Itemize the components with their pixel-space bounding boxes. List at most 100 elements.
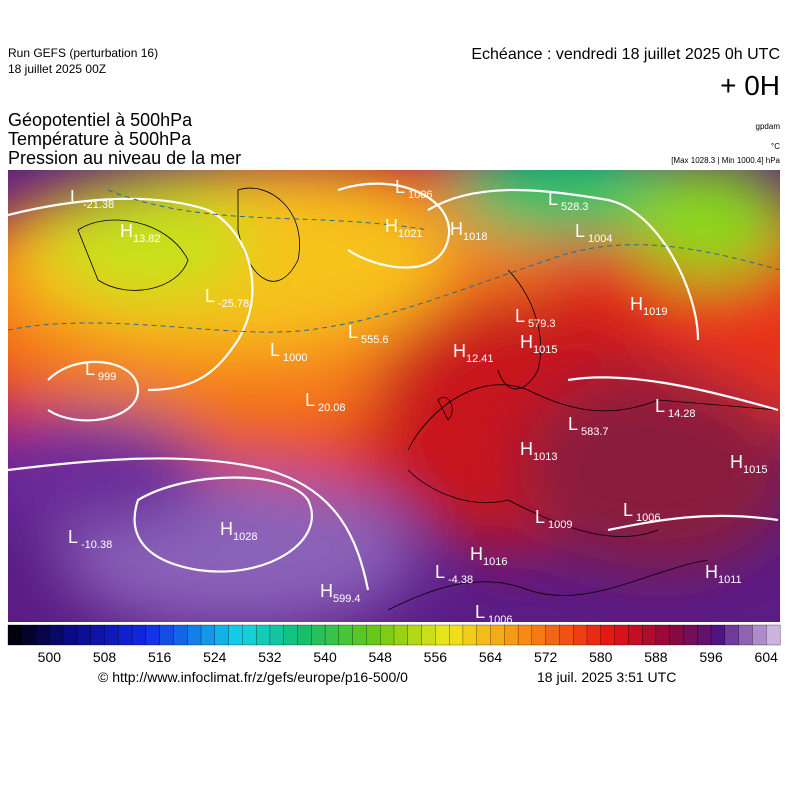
pressure-symbol: L xyxy=(70,187,80,207)
colorbar-cell xyxy=(655,624,671,646)
colorbar-tick-label: 548 xyxy=(369,649,393,665)
pressure-value: 13.82 xyxy=(133,233,161,245)
pressure-symbol: H xyxy=(120,221,133,241)
unit: [Max 1028.3 | Min 1000.4] hPa xyxy=(671,156,780,165)
colorbar-cell xyxy=(269,624,285,646)
colorbar-cell xyxy=(448,624,464,646)
title: Pression au niveau de la mer xyxy=(8,148,242,168)
pressure-symbol: L xyxy=(68,527,78,547)
pressure-symbol: L xyxy=(655,396,665,416)
colorbar-cell xyxy=(228,624,243,646)
colorbar-cell xyxy=(628,624,643,646)
colorbar-cell xyxy=(600,624,616,646)
pressure-symbol: H xyxy=(453,341,466,361)
pressure-symbol: L xyxy=(623,500,633,520)
colorbar-cell xyxy=(214,624,230,646)
colorbar-cell xyxy=(200,624,216,646)
pressure-value: 1018 xyxy=(463,231,487,243)
pressure-symbol: H xyxy=(470,544,483,564)
pressure-symbol: L xyxy=(85,359,95,379)
colorbar-cell xyxy=(366,624,381,646)
pressure-symbol: H xyxy=(450,219,463,239)
forecast-time: Echéance : vendredi 18 juillet 2025 0h U… xyxy=(471,46,780,63)
colorbar-cell xyxy=(683,624,698,646)
colorbar-cell xyxy=(21,624,37,646)
pressure-symbol: H xyxy=(630,294,643,314)
pressure-symbol: H xyxy=(220,519,233,539)
colorbar-cell xyxy=(738,624,753,646)
colorbar-cell xyxy=(242,624,257,646)
colorbar-cell xyxy=(90,624,105,646)
colorbar-cells xyxy=(7,624,781,646)
field xyxy=(8,170,780,622)
pressure-symbol: H xyxy=(520,332,533,352)
colorbar-cell xyxy=(76,624,92,646)
unit: gpdam xyxy=(755,122,780,131)
pressure-value: 1019 xyxy=(643,306,667,318)
colorbar-cell xyxy=(118,624,133,646)
pressure-value: 583.7 xyxy=(581,426,609,438)
pressure-value: 1015 xyxy=(533,344,557,356)
colorbar-cell xyxy=(614,624,629,646)
colorbar-cell xyxy=(131,624,147,646)
pressure-symbol: L xyxy=(475,602,485,622)
colorbar-tick-label: 580 xyxy=(589,649,613,665)
colorbar-ticks: 500 508 516 524 532 540 548 556 564 572 580 588 596 6… xyxy=(38,649,778,665)
pressure-symbol: H xyxy=(730,452,743,472)
pressure-value: 20.08 xyxy=(318,402,346,414)
colorbar-tick-label: 508 xyxy=(93,649,117,665)
pressure-symbol: L xyxy=(395,177,405,197)
generated: 18 juil. 2025 3:51 UTC xyxy=(537,669,677,685)
colorbar-tick-label: 604 xyxy=(755,649,779,665)
colorbar-cell xyxy=(559,624,574,646)
title: Géopotentiel à 500hPa xyxy=(8,110,193,130)
pressure-value: 1004 xyxy=(588,233,612,245)
colorbar-cell xyxy=(462,624,478,646)
colorbar-cell xyxy=(435,624,450,646)
pressure-symbol: H xyxy=(705,562,718,582)
pressure-value: 1016 xyxy=(483,556,507,568)
isotherms xyxy=(8,189,780,333)
pressure-value: 1011 xyxy=(718,574,742,586)
colorbar-tick-label: 524 xyxy=(203,649,227,665)
colorbar-cell xyxy=(421,624,436,646)
pressure-value: -10.38 xyxy=(81,539,112,551)
pressure-value: 1013 xyxy=(533,451,557,463)
pressure-value: -4.38 xyxy=(448,574,473,586)
colorbar-cell xyxy=(407,624,423,646)
pressure-symbol: H xyxy=(320,581,333,601)
colorbar-tick-label: 564 xyxy=(479,649,503,665)
colorbar-tick-label: 572 xyxy=(534,649,558,665)
pressure-symbol: L xyxy=(305,390,315,410)
colorbar-tick-label: 588 xyxy=(644,649,668,665)
isobars xyxy=(8,182,779,591)
colorbar-tick-label: 516 xyxy=(148,649,172,665)
run-label: Run GEFS (perturbation 16) xyxy=(8,46,159,60)
unit: °C xyxy=(771,142,780,151)
title: Température à 500hPa xyxy=(8,129,192,149)
pressure-symbol: L xyxy=(435,562,445,582)
colorbar-tick-label: 556 xyxy=(424,649,448,665)
colorbar-cell xyxy=(586,624,602,646)
colorbar-tick-label: 596 xyxy=(699,649,723,665)
pressure-value: 1009 xyxy=(548,519,572,531)
colorbar-cell xyxy=(159,624,174,646)
colorbar-cell xyxy=(504,624,519,646)
pressure-value: 1006 xyxy=(636,512,660,524)
colorbar-cell xyxy=(187,624,202,646)
colorbar-cell xyxy=(352,624,367,646)
pressure-value: 1015 xyxy=(743,464,767,476)
pressure-symbol: L xyxy=(270,340,280,360)
colorbar-tick-label: 532 xyxy=(258,649,282,665)
colorbar-cell xyxy=(311,624,326,646)
pressure-symbol: L xyxy=(515,306,525,326)
colorbar-cell xyxy=(35,624,50,646)
colorbar-cell xyxy=(724,624,740,646)
pressure-symbol: L xyxy=(535,507,545,527)
colorbar-cell xyxy=(710,624,726,646)
pressure-symbol: H xyxy=(520,439,533,459)
pressure-value: 579.3 xyxy=(528,318,556,330)
